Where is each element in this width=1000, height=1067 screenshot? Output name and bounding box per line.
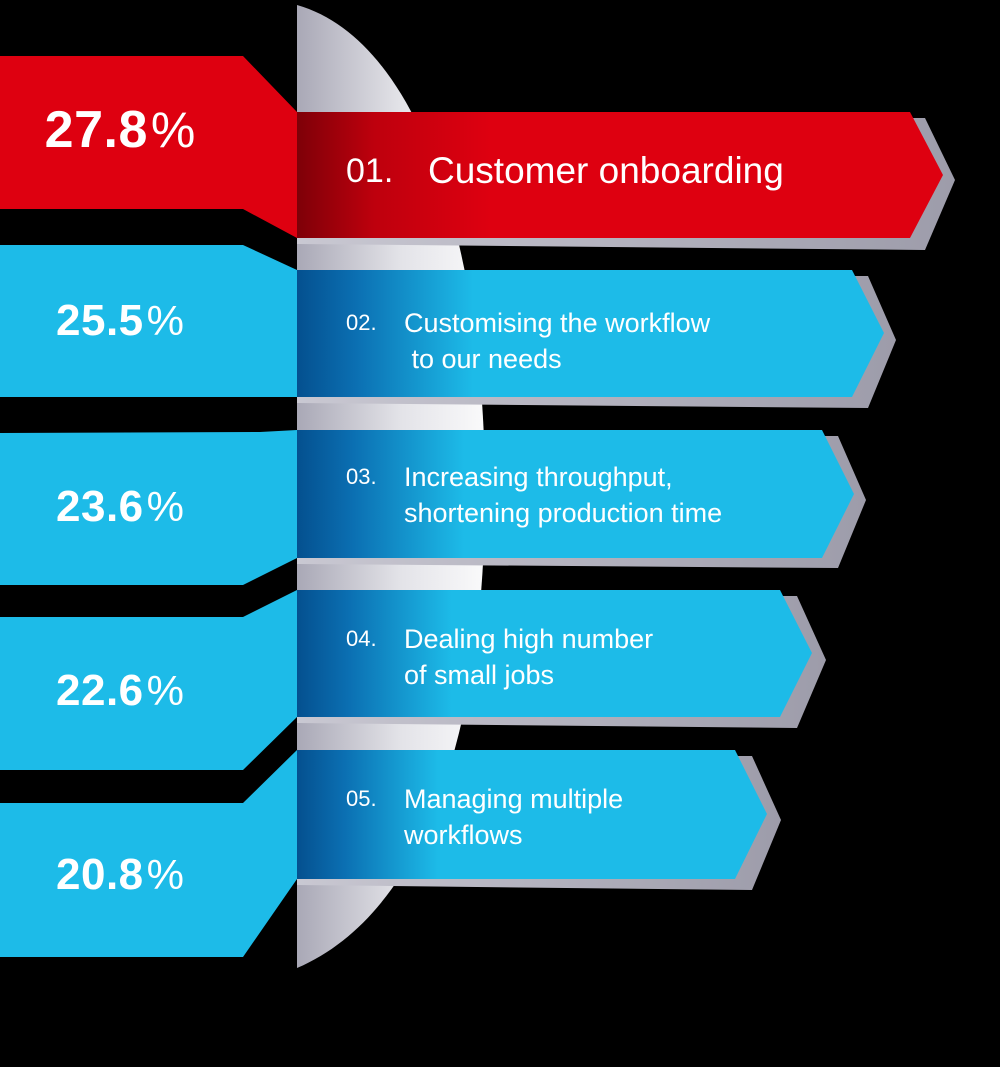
tab-2-shape	[0, 245, 297, 397]
percent-label-4: 22.6%	[56, 666, 184, 715]
item-label: Customer onboarding	[428, 150, 784, 191]
rank-number: 02.	[346, 310, 377, 335]
item-label: Managing multiple workflows	[404, 784, 624, 850]
rank-number: 03.	[346, 464, 377, 489]
percent-label-2: 25.5%	[56, 296, 184, 345]
ribbon-3-shape	[297, 430, 854, 558]
item-label: Dealing high number of small jobs	[404, 624, 654, 690]
rank-number: 04.	[346, 626, 377, 651]
percent-label-5: 20.8%	[56, 850, 184, 899]
percent-label-3: 23.6%	[56, 482, 184, 531]
ribbon-item-5: 05. Managing multiple workflows	[346, 781, 623, 853]
ribbon-item-4: 04. Dealing high number of small jobs	[346, 621, 653, 693]
ribbon-1-shape	[297, 112, 943, 238]
tab-4-shape	[0, 590, 297, 770]
ribbon-2-shape	[297, 270, 884, 397]
tab-1-shape	[0, 56, 297, 238]
rank-number: 05.	[346, 786, 377, 811]
ribbon-4-shape	[297, 590, 812, 717]
ribbon-item-1: 01. Customer onboarding	[346, 150, 784, 191]
ribbon-5-shape	[297, 750, 767, 879]
ribbon-item-2: 02. Customising the workflow to our need…	[346, 305, 710, 377]
item-label: Increasing throughput, shortening produc…	[404, 462, 723, 528]
tab-3-shape	[0, 430, 297, 585]
ribbon-item-3: 03. Increasing throughput, shortening pr…	[346, 459, 722, 531]
item-label: Customising the workflow to our needs	[404, 308, 711, 374]
percent-label-1: 27.8%	[44, 101, 196, 159]
rank-number: 01.	[346, 152, 394, 190]
tab-5-shape	[0, 750, 297, 957]
